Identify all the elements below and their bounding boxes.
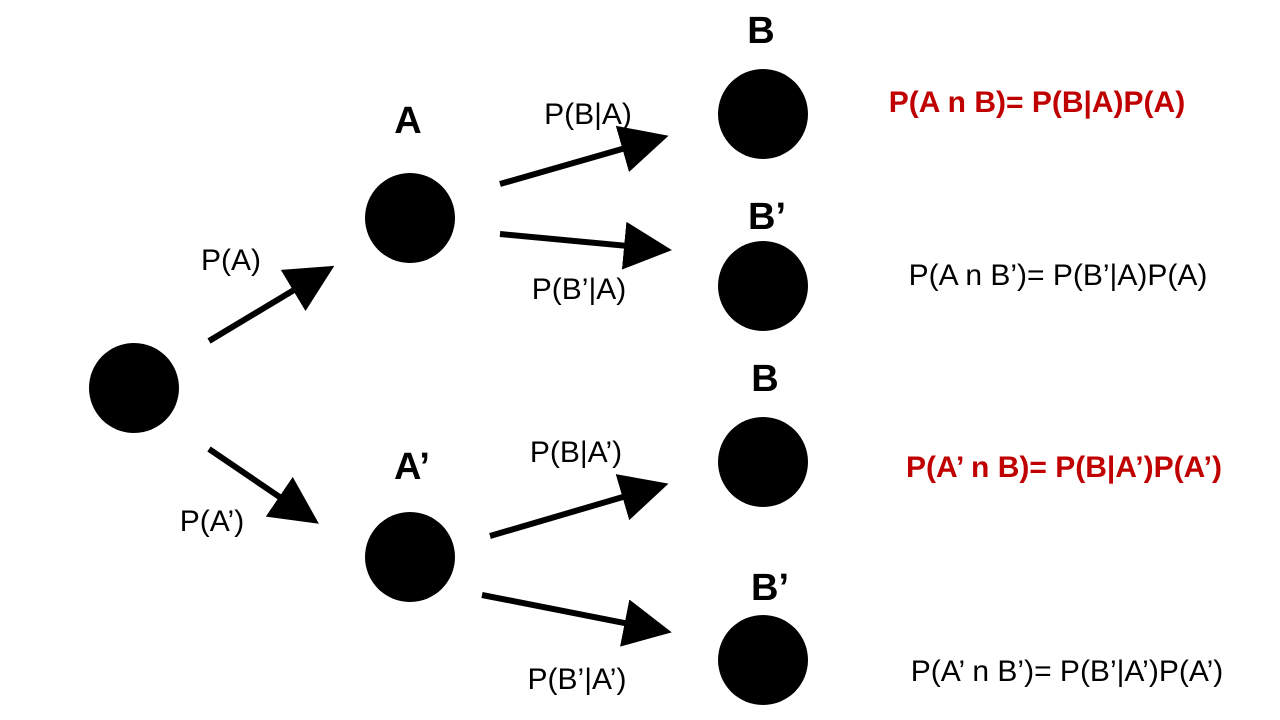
edge-anot-b-label: P(B|A’) — [530, 436, 622, 469]
node-a-b-not-label: B’ — [748, 196, 786, 238]
node-a-b-label: B — [747, 10, 774, 52]
formula-a-and-bnot: P(A n B’)= P(B’|A)P(A) — [909, 259, 1208, 292]
edge-a-bnot-label: P(B’|A) — [532, 273, 626, 306]
node-a — [365, 173, 455, 263]
node-a-not — [365, 512, 455, 602]
edge-root-a — [207, 265, 335, 344]
edge-anot-bnot — [481, 592, 672, 647]
node-a-b — [718, 69, 808, 159]
node-anot-b-not-label: B’ — [751, 567, 789, 609]
node-anot-b-not — [718, 615, 808, 705]
edge-a-b-label: P(B|A) — [544, 98, 632, 131]
edge-a-bnot — [499, 221, 672, 270]
root-node — [89, 343, 179, 433]
edge-anot-bnot-label: P(B’|A’) — [528, 663, 627, 696]
node-anot-b — [718, 417, 808, 507]
edge-a-b — [499, 125, 669, 187]
edge-root-a-label: P(A) — [201, 244, 261, 277]
edge-root-anot-label: P(A’) — [180, 505, 244, 538]
node-a-b-not — [718, 241, 808, 331]
node-anot-b-label: B — [751, 358, 778, 400]
formula-anot-and-b: P(A’ n B)= P(B|A’)P(A’) — [906, 451, 1222, 484]
edge-root-anot — [207, 446, 319, 524]
edge-anot-b — [489, 474, 669, 539]
formula-a-and-b: P(A n B)= P(B|A)P(A) — [889, 86, 1185, 119]
formula-anot-and-bnot: P(A’ n B’)= P(B’|A’)P(A’) — [911, 655, 1224, 688]
node-a-label: A — [394, 100, 421, 142]
node-a-not-label: A’ — [394, 446, 430, 488]
